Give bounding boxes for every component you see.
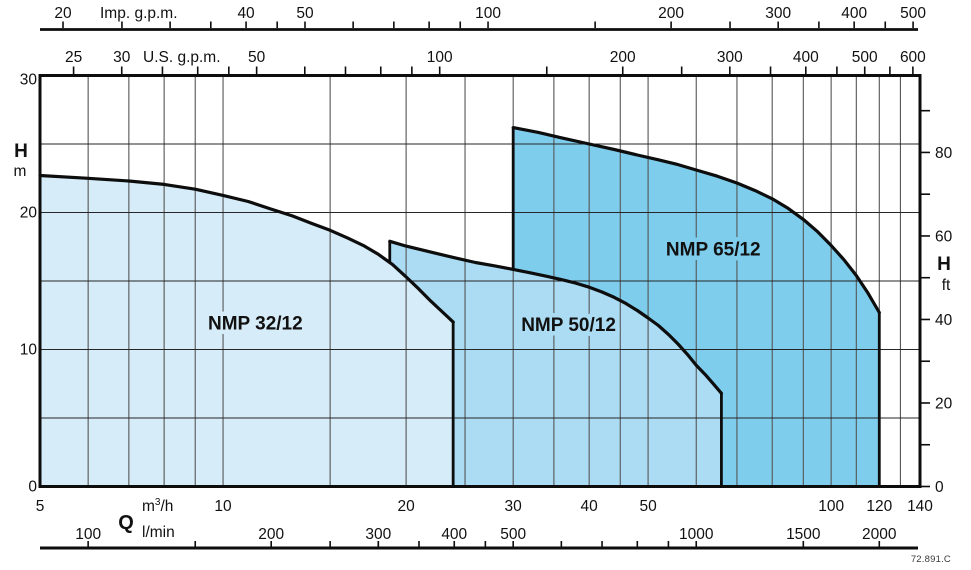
- plot-border: [38, 74, 922, 488]
- us-gpm-tick-label: 30: [113, 49, 131, 66]
- us-gpm-tick-label: 200: [610, 49, 636, 66]
- region-label-nmp-50-12: NMP 50/12: [521, 315, 616, 336]
- q-m3h-tick-label: 120: [866, 498, 892, 515]
- imp-gpm-tick-label: 100: [475, 5, 501, 22]
- imp-gpm-tick-label: 300: [765, 5, 791, 22]
- h-ft-tick-label: 0: [935, 479, 944, 496]
- h-ft-tick-label: 20: [935, 395, 953, 412]
- us-gpm-tick-label: 600: [900, 49, 926, 66]
- document-code: 72.891.C: [910, 554, 951, 565]
- l-min-tick-label: 1500: [786, 526, 821, 543]
- us-gpm-tick-label: 50: [248, 49, 266, 66]
- us-gpm-tick-label: 300: [717, 49, 743, 66]
- us-gpm-tick-label: 500: [852, 49, 878, 66]
- us-gpm-tick-label: 400: [793, 49, 819, 66]
- q-m3h-tick-label: 5: [36, 498, 45, 515]
- curve-nmp-50-12: [388, 239, 723, 395]
- region-label-nmp-32-12: NMP 32/12: [208, 313, 303, 334]
- imp-gpm-tick-label: 400: [841, 5, 867, 22]
- q-axis-title: Q: [118, 512, 134, 534]
- region-fill-nmp-32-12: [40, 175, 454, 487]
- h-m-axis-title: H: [14, 141, 28, 162]
- region-fill-nmp-50-12: [389, 241, 722, 487]
- l-min-unit-label: l/min: [142, 524, 175, 541]
- l-min-tick-label: 500: [500, 526, 526, 543]
- q-m3h-tick-label: 30: [505, 498, 523, 515]
- h-ft-axis-unit: ft: [942, 277, 951, 294]
- imp-gpm-tick-label: 40: [237, 5, 255, 22]
- imp-gpm-axis-title: Imp. g.p.m.: [100, 5, 178, 22]
- h-m-tick-label: 30: [20, 72, 38, 89]
- q-m3h-tick-label: 10: [214, 498, 232, 515]
- us-gpm-axis-title: U.S. g.p.m.: [143, 49, 221, 66]
- imp-gpm-tick-label: 200: [658, 5, 684, 22]
- imp-gpm-tick-label: 50: [296, 5, 314, 22]
- imp-gpm-tick-label: 500: [900, 5, 926, 22]
- h-ft-tick-label: 40: [935, 312, 953, 329]
- h-m-tick-label: 0: [28, 479, 37, 496]
- l-min-tick-label: 300: [365, 526, 391, 543]
- q-m3h-tick-label: 100: [818, 498, 844, 515]
- q-m3h-tick-label: 20: [397, 498, 415, 515]
- l-min-tick-label: 1000: [679, 526, 714, 543]
- l-min-tick-label: 100: [75, 526, 101, 543]
- h-m-tick-label: 20: [20, 205, 38, 222]
- h-m-tick-label: 10: [20, 342, 38, 359]
- us-gpm-tick-label: 100: [427, 49, 453, 66]
- q-m3h-tick-label: 50: [639, 498, 657, 515]
- l-min-tick-label: 2000: [862, 526, 897, 543]
- region-label-nmp-65-12: NMP 65/12: [666, 239, 761, 260]
- q-m3h-tick-label: 140: [907, 498, 933, 515]
- q-m3h-unit-label: m3/h: [142, 497, 173, 515]
- curve-nmp-32-12: [38, 173, 455, 324]
- curve-nmp-65-12: [511, 126, 881, 315]
- l-min-tick-label: 200: [258, 526, 284, 543]
- h-ft-tick-label: 60: [935, 228, 953, 245]
- us-gpm-tick-label: 25: [65, 49, 82, 66]
- h-m-axis-unit: m: [14, 163, 27, 180]
- l-min-tick-label: 400: [441, 526, 467, 543]
- q-m3h-tick-label: 40: [581, 498, 599, 515]
- imp-gpm-tick-label: 20: [54, 5, 72, 22]
- h-ft-axis-title: H: [937, 254, 951, 275]
- h-ft-tick-label: 80: [935, 145, 953, 162]
